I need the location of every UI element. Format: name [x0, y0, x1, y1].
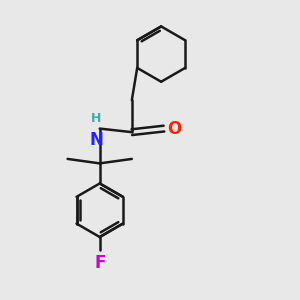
Text: F: F: [94, 254, 105, 272]
Text: O: O: [167, 120, 182, 138]
Text: N: N: [89, 131, 103, 149]
Text: H: H: [91, 112, 101, 125]
